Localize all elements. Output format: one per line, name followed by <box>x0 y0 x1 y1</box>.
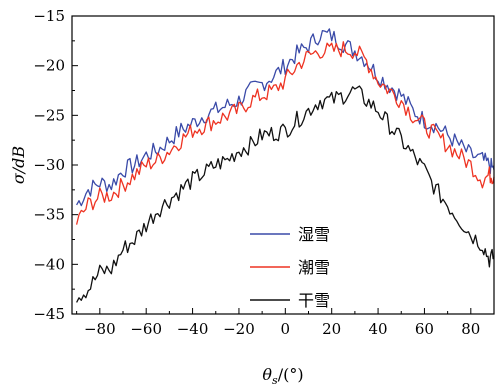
y-tick-label: −30 <box>33 156 65 174</box>
x-axis-label-sub: s <box>272 374 278 386</box>
y-axis-label: σ/dB <box>9 146 28 185</box>
legend-label-1: 潮雪 <box>298 258 330 277</box>
y-tick-label: −20 <box>33 57 65 75</box>
y-tick-label: −35 <box>33 206 65 224</box>
x-axis-label: θs/(°) <box>262 365 303 386</box>
series-line-1 <box>75 41 495 225</box>
x-tick-label: 60 <box>415 320 434 338</box>
y-tick-label: −45 <box>33 305 65 323</box>
x-tick-label: 40 <box>369 320 388 338</box>
x-tick-label: 20 <box>322 320 341 338</box>
x-tick-label: 80 <box>461 320 480 338</box>
x-tick-label: −20 <box>223 320 255 338</box>
axes: −80 −60 −40 −20 0 20 40 60 80 −45 −40 −35 −30 −25 −20 −… <box>33 7 495 338</box>
series-line-0 <box>76 28 495 207</box>
y-tick-label: −15 <box>33 7 65 25</box>
x-axis-label-main: θ <box>262 365 272 384</box>
legend-label-0: 湿雪 <box>298 225 330 244</box>
x-tick-label: 0 <box>281 320 291 338</box>
x-tick-label: −60 <box>130 320 162 338</box>
plot-series <box>75 28 495 303</box>
x-tick-label: −40 <box>177 320 209 338</box>
legend-label-2: 干雪 <box>298 291 330 310</box>
x-tick-label: −80 <box>84 320 116 338</box>
x-axis-label-unit: /(°) <box>278 365 304 384</box>
series-line-2 <box>76 85 495 303</box>
y-tick-label: −40 <box>33 255 65 273</box>
y-tick-label: −25 <box>33 106 65 124</box>
